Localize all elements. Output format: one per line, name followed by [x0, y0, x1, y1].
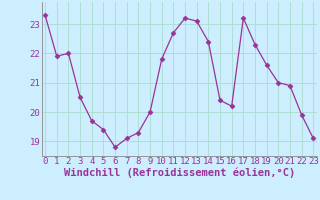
X-axis label: Windchill (Refroidissement éolien,°C): Windchill (Refroidissement éolien,°C)	[64, 168, 295, 178]
